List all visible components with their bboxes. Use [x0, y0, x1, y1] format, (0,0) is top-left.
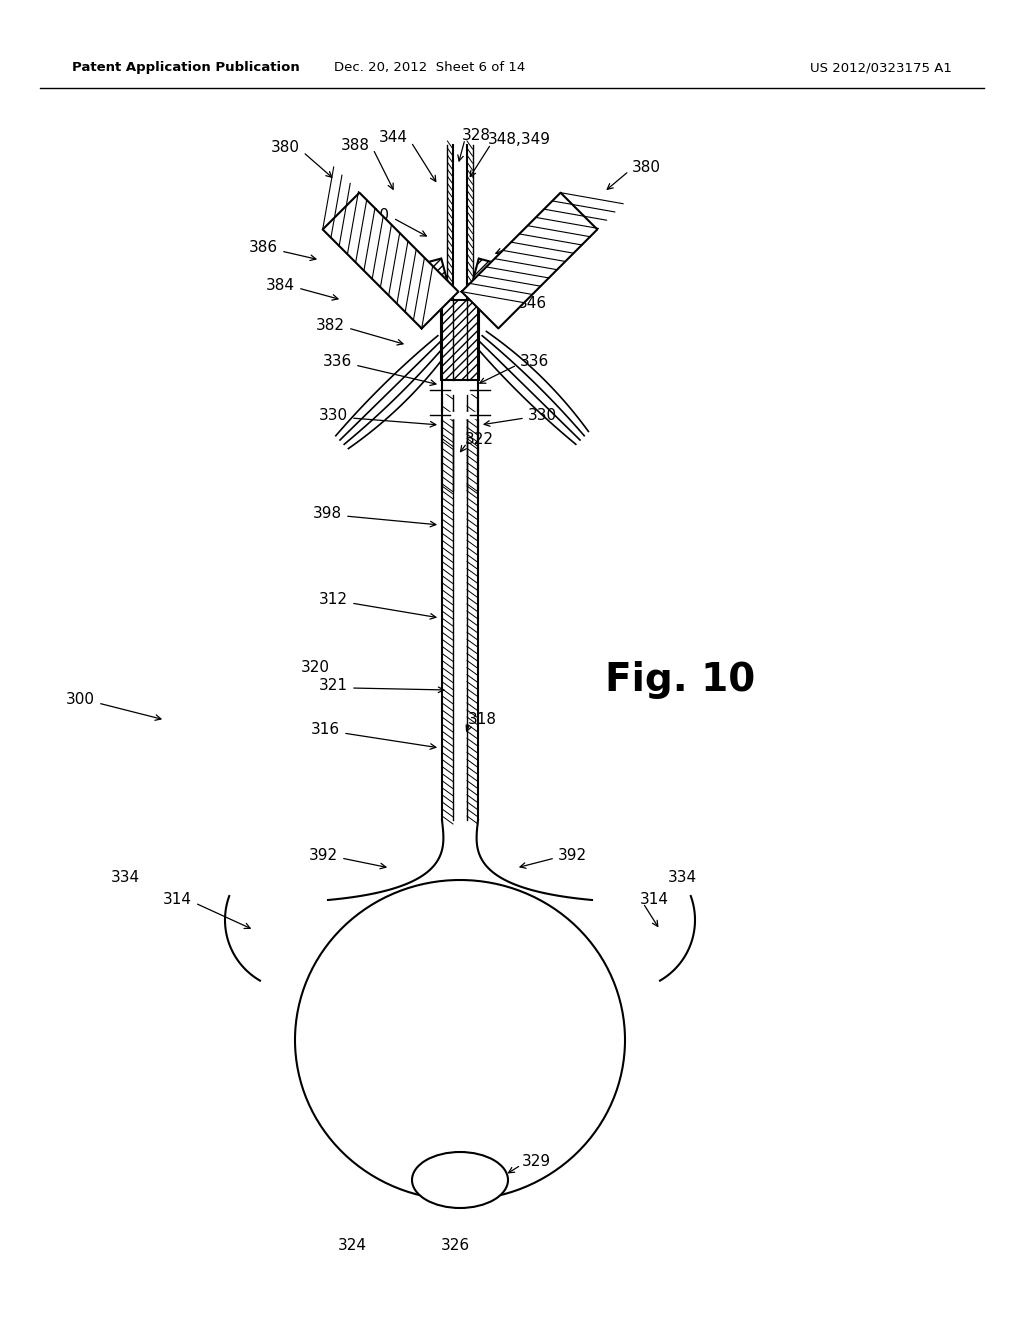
Text: Patent Application Publication: Patent Application Publication: [72, 62, 300, 74]
Text: 384: 384: [266, 277, 295, 293]
Text: 314: 314: [640, 892, 669, 908]
Text: 322: 322: [465, 433, 494, 447]
Text: 318: 318: [468, 713, 497, 727]
Text: 321: 321: [319, 677, 348, 693]
Text: 300: 300: [66, 693, 95, 708]
Text: US 2012/0323175 A1: US 2012/0323175 A1: [810, 62, 952, 74]
Text: 386: 386: [249, 240, 278, 256]
Text: Dec. 20, 2012  Sheet 6 of 14: Dec. 20, 2012 Sheet 6 of 14: [335, 62, 525, 74]
Text: 334: 334: [668, 870, 697, 886]
Text: 346: 346: [518, 296, 547, 310]
Ellipse shape: [295, 880, 625, 1200]
Text: 348,349: 348,349: [488, 132, 551, 148]
Text: 342: 342: [528, 231, 557, 246]
Ellipse shape: [412, 1152, 508, 1208]
Bar: [441, 300, 479, 380]
Text: 380: 380: [632, 161, 662, 176]
Text: 398: 398: [313, 506, 342, 520]
Text: 312: 312: [319, 593, 348, 607]
Text: 380: 380: [271, 140, 300, 156]
Text: 336: 336: [520, 355, 549, 370]
Text: 316: 316: [311, 722, 340, 738]
Text: 326: 326: [440, 1238, 470, 1253]
Text: 320: 320: [301, 660, 330, 676]
Text: 328: 328: [462, 128, 490, 143]
Text: 392: 392: [309, 847, 338, 862]
Text: 340: 340: [361, 207, 390, 223]
Text: 392: 392: [558, 847, 587, 862]
Text: 388: 388: [341, 137, 370, 153]
Bar: [468, 259, 500, 302]
Text: 336: 336: [323, 355, 352, 370]
Bar: [420, 259, 452, 302]
Text: 330: 330: [318, 408, 348, 422]
Text: 314: 314: [163, 892, 193, 908]
Polygon shape: [462, 193, 597, 329]
Text: 324: 324: [338, 1238, 367, 1253]
Text: 329: 329: [522, 1155, 551, 1170]
Text: 344: 344: [379, 131, 408, 145]
Polygon shape: [323, 193, 459, 329]
Text: 382: 382: [316, 318, 345, 333]
Text: 330: 330: [528, 408, 557, 422]
Text: 334: 334: [111, 870, 140, 886]
Text: Fig. 10: Fig. 10: [605, 661, 755, 700]
